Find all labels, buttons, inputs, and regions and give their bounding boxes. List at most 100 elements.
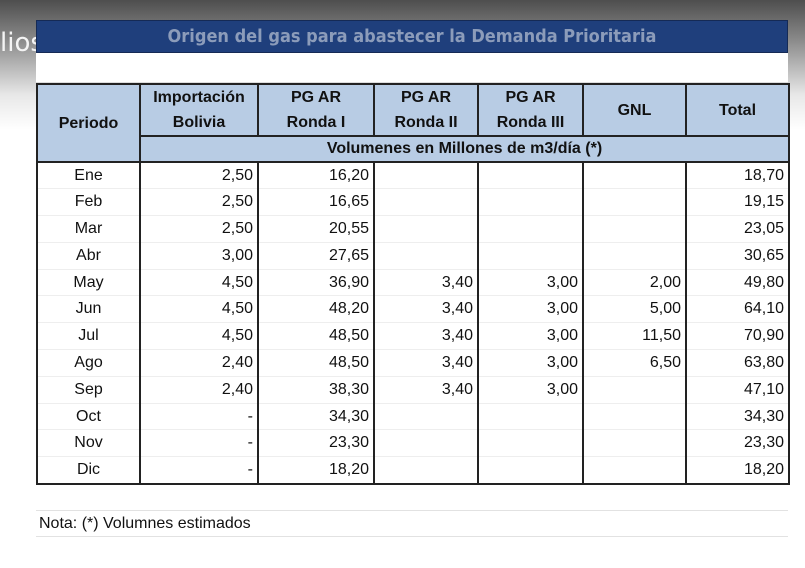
value-cell [373, 162, 479, 190]
table-row: Dic -18,20 18,20 [36, 456, 790, 485]
table-row: Jul 4,50 48,50 3,40 3,00 11,50 70,90 [36, 322, 790, 351]
value-cell [477, 215, 584, 243]
value-cell: 3,00 [477, 269, 584, 297]
value-cell: 2,50 [139, 188, 259, 217]
value-cell: 3,40 [373, 376, 479, 404]
value-cell: 5,00 [582, 295, 687, 324]
value-cell: 2,40 [139, 349, 259, 377]
value-cell: 3,00 [477, 322, 584, 351]
table-row: Abr 3,00 27,65 30,65 [36, 242, 790, 270]
value-cell: 3,00 [477, 349, 584, 377]
value-cell: 2,50 [139, 215, 259, 243]
table-row: Nov -23,30 23,30 [36, 429, 790, 458]
table-title: Origen del gas para abastecer la Demanda… [36, 20, 788, 53]
value-cell: 47,10 [685, 376, 790, 404]
value-cell: 49,80 [685, 269, 790, 297]
value-cell: - [139, 429, 259, 458]
value-cell: 3,40 [373, 322, 479, 351]
value-cell: - [139, 456, 259, 485]
value-cell: 11,50 [582, 322, 687, 351]
value-cell: 3,00 [139, 242, 259, 270]
value-cell: 2,40 [139, 376, 259, 404]
value-cell: 70,90 [685, 322, 790, 351]
value-cell: 48,50 [257, 349, 375, 377]
value-cell: 19,15 [685, 188, 790, 217]
value-cell [373, 188, 479, 217]
value-cell: 63,80 [685, 349, 790, 377]
period-cell: Jul [36, 322, 141, 351]
value-cell: 48,50 [257, 322, 375, 351]
value-cell: 3,40 [373, 295, 479, 324]
value-cell: 64,10 [685, 295, 790, 324]
value-cell [477, 242, 584, 270]
gas-demand-table: Periodo Importación Bolivia PG AR Ronda I … [36, 83, 790, 485]
table-row: Oct -34,30 34,30 [36, 403, 790, 431]
header-ronda-1: PG AR Ronda I [257, 83, 375, 137]
value-cell [477, 403, 584, 431]
value-cell: 18,20 [257, 456, 375, 485]
header-units: Volumenes en Millones de m3/día (*) [139, 135, 790, 163]
value-cell [373, 215, 479, 243]
value-cell: 30,65 [685, 242, 790, 270]
value-cell: 16,20 [257, 162, 375, 190]
value-cell: 3,40 [373, 349, 479, 377]
value-cell [582, 429, 687, 458]
value-cell [582, 242, 687, 270]
value-cell [582, 188, 687, 217]
period-cell: Jun [36, 295, 141, 324]
value-cell: 2,50 [139, 162, 259, 190]
value-cell: 23,05 [685, 215, 790, 243]
header-gnl: GNL [582, 83, 687, 137]
value-cell [582, 403, 687, 431]
period-cell: Ene [36, 162, 141, 190]
table-row: Ene 2,50 16,20 18,70 [36, 162, 790, 190]
value-cell: 2,00 [582, 269, 687, 297]
table-row: Mar 2,50 20,55 23,05 [36, 215, 790, 243]
value-cell [582, 162, 687, 190]
value-cell [582, 456, 687, 485]
period-cell: Ago [36, 349, 141, 377]
footnote: Nota: (*) Volumnes estimados [36, 511, 788, 537]
blank-row [36, 485, 788, 511]
value-cell: 27,65 [257, 242, 375, 270]
value-cell [373, 242, 479, 270]
value-cell: 4,50 [139, 322, 259, 351]
value-cell: 3,40 [373, 269, 479, 297]
value-cell: 16,65 [257, 188, 375, 217]
value-cell [582, 376, 687, 404]
period-cell: Dic [36, 456, 141, 485]
value-cell: 3,00 [477, 295, 584, 324]
value-cell: - [139, 403, 259, 431]
value-cell: 3,00 [477, 376, 584, 404]
value-cell [373, 456, 479, 485]
value-cell: 23,30 [257, 429, 375, 458]
value-cell: 4,50 [139, 269, 259, 297]
table-row: Sep 2,40 38,30 3,40 3,00 47,10 [36, 376, 790, 404]
value-cell [477, 456, 584, 485]
period-cell: May [36, 269, 141, 297]
period-cell: Nov [36, 429, 141, 458]
period-cell: Oct [36, 403, 141, 431]
value-cell [477, 429, 584, 458]
period-cell: Abr [36, 242, 141, 270]
value-cell [373, 403, 479, 431]
value-cell [582, 215, 687, 243]
value-cell: 23,30 [685, 429, 790, 458]
table-row: Feb 2,50 16,65 19,15 [36, 188, 790, 217]
value-cell [477, 162, 584, 190]
header-importacion: Importación Bolivia [139, 83, 259, 137]
value-cell: 34,30 [257, 403, 375, 431]
table-row: Ago 2,40 48,50 3,40 3,00 6,50 63,80 [36, 349, 790, 377]
header-ronda-2: PG AR Ronda II [373, 83, 479, 137]
header-total: Total [685, 83, 790, 137]
value-cell: 34,30 [685, 403, 790, 431]
value-cell: 36,90 [257, 269, 375, 297]
value-cell: 20,55 [257, 215, 375, 243]
value-cell [373, 429, 479, 458]
table-row: Jun 4,50 48,20 3,40 3,00 5,00 64,10 [36, 295, 790, 324]
value-cell: 48,20 [257, 295, 375, 324]
header-periodo: Periodo [36, 83, 141, 163]
period-cell: Feb [36, 188, 141, 217]
table-row: May 4,50 36,90 3,40 3,00 2,00 49,80 [36, 269, 790, 297]
value-cell: 18,20 [685, 456, 790, 485]
